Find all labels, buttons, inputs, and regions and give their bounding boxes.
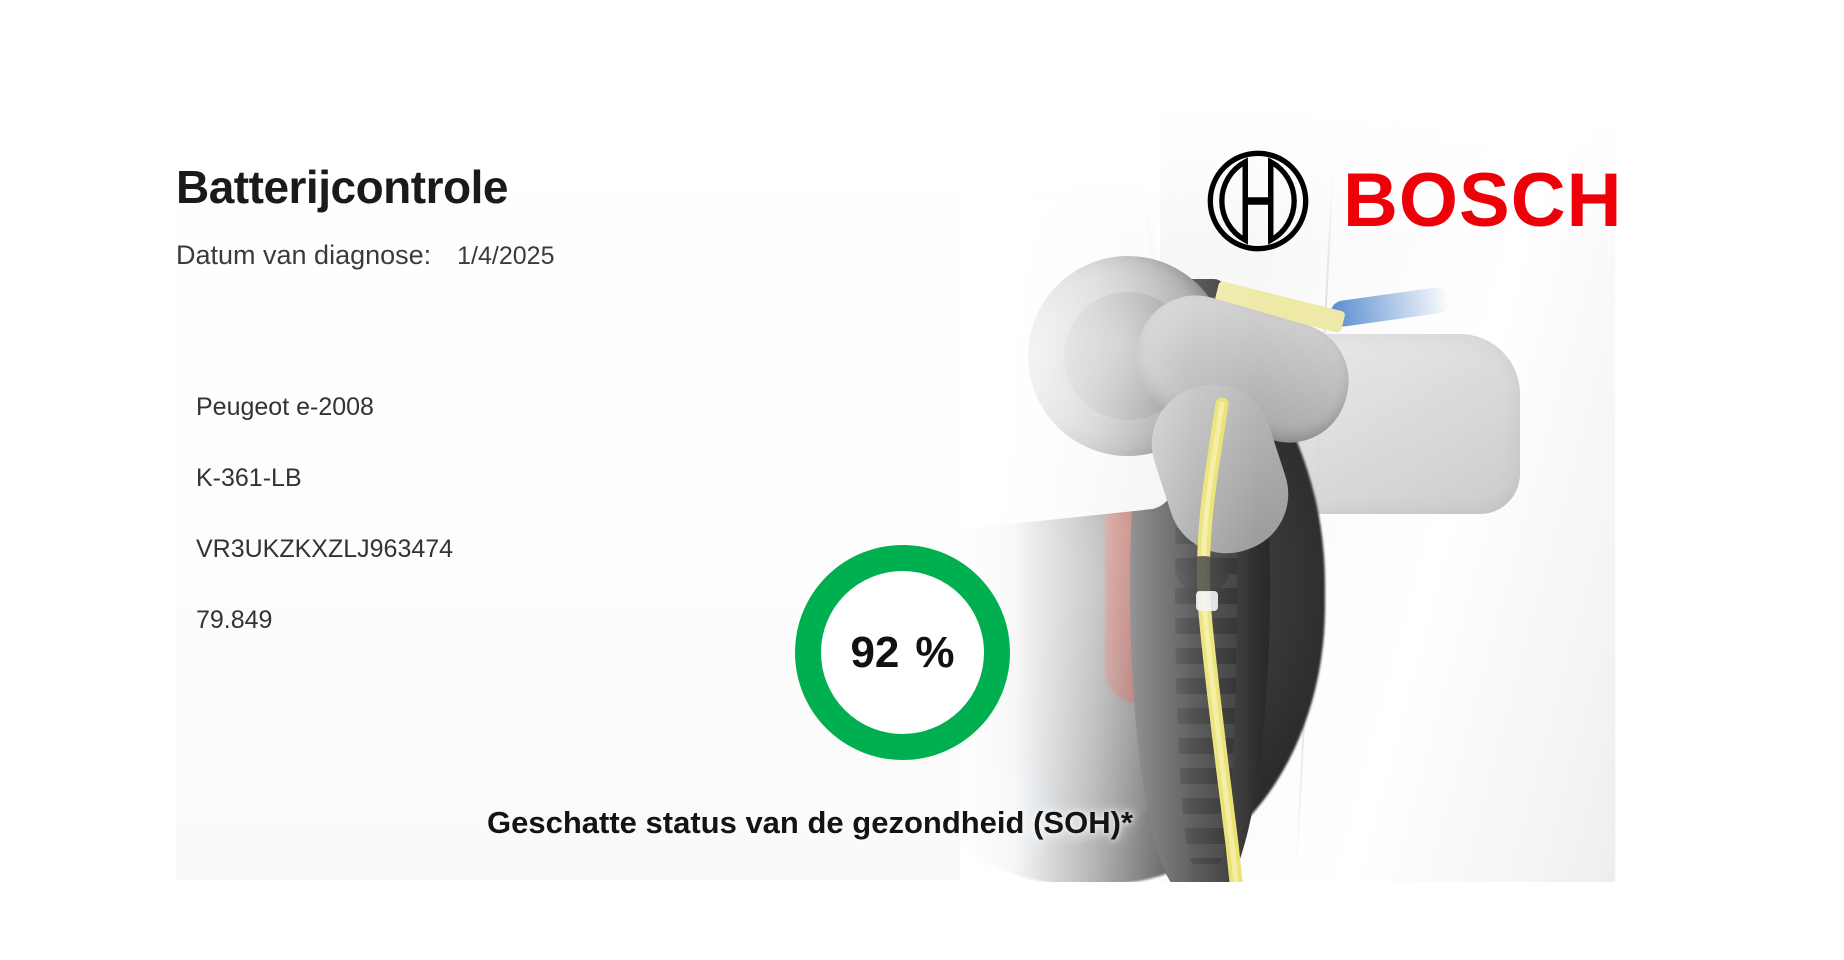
diagnosis-date-row: Datum van diagnose: 1/4/2025 <box>176 240 554 271</box>
soh-unit: % <box>915 627 955 677</box>
vehicle-vin: VR3UKZKXZLJ963474 <box>196 535 454 563</box>
diagnosis-date-label: Datum van diagnose: <box>176 240 432 270</box>
soh-gauge: 92 % <box>795 545 1010 760</box>
soh-caption-text: Geschatte status van de gezondheid (SOH)… <box>487 805 1133 840</box>
diagnosis-date-value: 1/4/2025 <box>457 242 555 270</box>
vehicle-mileage: 79.849 <box>196 606 273 634</box>
vehicle-license-plate: K-361-LB <box>196 464 302 492</box>
vehicle-model: Peugeot e-2008 <box>196 393 374 421</box>
bosch-armature-icon <box>1207 150 1309 252</box>
bosch-logo: BOSCH <box>1205 148 1622 254</box>
vehicle-details: Peugeot e-2008 K-361-LB VR3UKZKXZLJ96347… <box>196 395 453 633</box>
soh-readout: 92 % <box>850 628 954 678</box>
ev-charging-photo <box>960 104 1615 882</box>
soh-caption: Geschatte status van de gezondheid (SOH)… <box>0 805 1640 841</box>
soh-value: 92 <box>850 627 900 677</box>
page-title: Batterijcontrole <box>176 161 508 213</box>
bosch-wordmark: BOSCH <box>1343 158 1623 243</box>
